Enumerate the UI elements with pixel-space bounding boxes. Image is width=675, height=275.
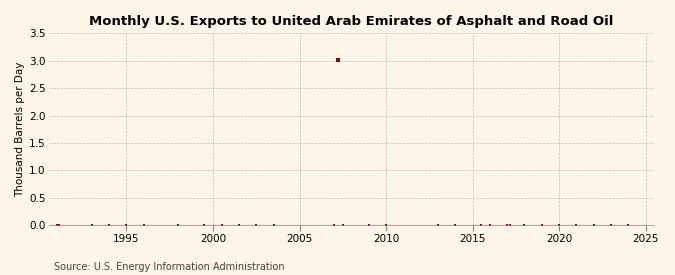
Text: Source: U.S. Energy Information Administration: Source: U.S. Energy Information Administ… <box>54 262 285 272</box>
Title: Monthly U.S. Exports to United Arab Emirates of Asphalt and Road Oil: Monthly U.S. Exports to United Arab Emir… <box>89 15 614 28</box>
Y-axis label: Thousand Barrels per Day: Thousand Barrels per Day <box>15 62 25 197</box>
